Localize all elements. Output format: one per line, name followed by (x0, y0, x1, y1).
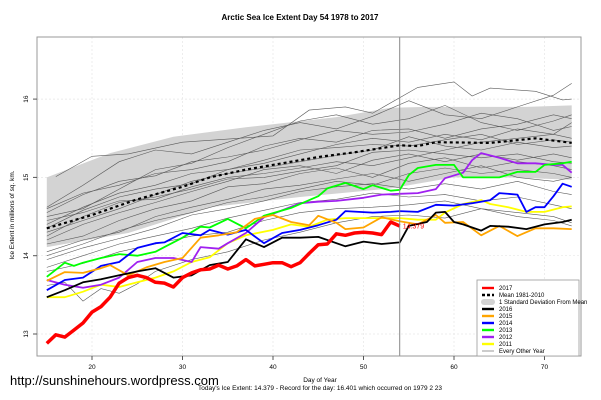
legend-swatch (481, 299, 495, 305)
series-line-2017 (45, 220, 401, 345)
legend-label: 2013 (499, 328, 513, 334)
series-line-2013 (46, 160, 572, 278)
other-year-line (46, 133, 572, 221)
legend-label: 2012 (499, 335, 513, 341)
legend-label: Mean 1981-2010 (499, 293, 545, 299)
other-year-line (46, 149, 572, 237)
legend-label: 2014 (499, 321, 513, 327)
legend-label: Every Other Year (499, 349, 545, 355)
series-line-2016 (46, 210, 572, 299)
legend-label: 1 Standard Deviation From Mean (499, 300, 587, 306)
x-tick-label: 30 (179, 364, 187, 371)
y-tick-label: 13 (23, 330, 30, 338)
legend-label: 2017 (499, 286, 513, 292)
mean-line-group (46, 137, 572, 230)
other-year-line (46, 112, 572, 213)
other-year-line (46, 133, 572, 229)
x-tick-label: 40 (269, 364, 277, 371)
axes: 20 30 40 50 60 70 13 14 15 16 (23, 36, 582, 371)
highlight-series (45, 152, 573, 345)
y-axis-label: Ice Extent in millions of sq. km. (9, 170, 16, 259)
x-tick-label: 60 (450, 364, 458, 371)
y-tick-label: 16 (23, 95, 30, 103)
chart-subtitle: Today's Ice Extent: 14.379 - Record for … (198, 385, 442, 392)
plot-frame (36, 36, 582, 357)
x-tick-label: 20 (88, 364, 96, 371)
legend-label: 2015 (499, 314, 513, 320)
other-year-line (46, 167, 572, 256)
other-year-line (46, 114, 572, 209)
legend-label: 2011 (499, 342, 513, 348)
other-year-line (46, 157, 572, 245)
legend-label: 2016 (499, 307, 513, 313)
other-year-line (46, 122, 572, 225)
x-tick-label: 50 (360, 364, 368, 371)
series-line-2011 (46, 199, 572, 299)
mean-line (46, 137, 572, 230)
other-year-line (55, 81, 572, 177)
other-year-line (46, 180, 572, 260)
other-year-line (46, 83, 572, 208)
other-year-line (46, 136, 572, 233)
series-line-2015 (46, 214, 572, 282)
y-tick-label: 14 (23, 252, 30, 260)
current-value-label: 14.379 (403, 224, 425, 231)
series-line-2014 (46, 182, 572, 291)
y-tick-label: 15 (23, 173, 30, 181)
x-tick-label: 70 (541, 364, 549, 371)
other-years-lines (46, 81, 572, 302)
watermark-url: http://sunshinehours.wordpress.com (10, 373, 219, 388)
x-axis-label: Day of Year (303, 377, 337, 384)
series-line-2012 (46, 152, 573, 289)
chart-title: Arctic Sea Ice Extent Day 54 1978 to 201… (222, 13, 380, 22)
other-year-line (46, 208, 572, 302)
